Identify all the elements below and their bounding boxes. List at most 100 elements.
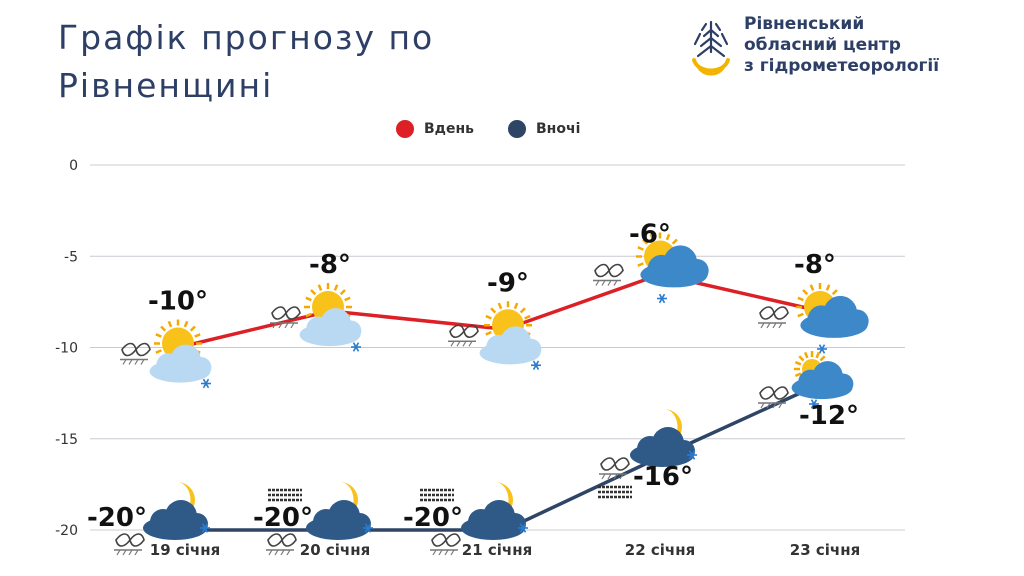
wind-loop bbox=[431, 533, 461, 547]
sun-ray bbox=[167, 320, 173, 328]
wind-tick bbox=[766, 402, 771, 409]
wind-tick bbox=[134, 549, 139, 556]
wind-tick bbox=[607, 473, 612, 480]
y-tick-label: -20 bbox=[55, 523, 78, 539]
cloud-shape bbox=[306, 500, 371, 540]
sun-ray bbox=[310, 289, 317, 296]
cloud-part bbox=[504, 513, 526, 535]
sun-ray bbox=[794, 372, 802, 378]
wind-tick bbox=[772, 402, 777, 409]
wind-tick bbox=[760, 322, 765, 329]
day-temperature-label: -6° bbox=[629, 220, 671, 250]
snowflake-arm bbox=[364, 523, 372, 533]
wind-tick bbox=[134, 359, 139, 365]
org-line-1: Рівненський bbox=[744, 14, 865, 34]
wind-icon bbox=[758, 306, 789, 329]
wind-loop bbox=[600, 457, 630, 471]
sun-ray bbox=[333, 284, 339, 291]
cloud-part bbox=[520, 338, 542, 360]
wind-tick bbox=[772, 322, 777, 329]
cloud-part bbox=[340, 320, 362, 342]
wind-loop bbox=[121, 342, 151, 357]
wind-tick bbox=[128, 359, 133, 365]
wind-tick bbox=[450, 549, 455, 556]
x-tick-label: 21 січня bbox=[462, 541, 532, 559]
wind-tick bbox=[122, 359, 127, 365]
wind-tick bbox=[278, 322, 283, 329]
snowflake-shape bbox=[518, 523, 528, 533]
wind-tick bbox=[444, 549, 449, 556]
cloud-part bbox=[832, 373, 854, 395]
sun-ray bbox=[637, 246, 644, 251]
sun-ray bbox=[825, 284, 831, 291]
sun-cloud-snow-icon bbox=[479, 301, 542, 370]
wind-tick bbox=[619, 473, 624, 480]
cloud-shape bbox=[479, 326, 542, 365]
cloud-shape bbox=[143, 500, 208, 540]
moon-cloud-snow-icon bbox=[461, 482, 528, 540]
snowflake-shape bbox=[687, 450, 697, 460]
cloud-part bbox=[685, 259, 709, 283]
sun-ray bbox=[160, 325, 167, 332]
x-tick-label: 23 січня bbox=[790, 541, 860, 559]
sun-ray bbox=[797, 296, 804, 302]
wind-tick bbox=[116, 549, 121, 556]
snowflake-arm bbox=[532, 360, 540, 370]
wind-tick bbox=[613, 280, 618, 286]
page-title: Графік прогнозу по Рівненщині bbox=[58, 14, 434, 110]
wind-tick bbox=[286, 549, 291, 556]
cloud-shape bbox=[640, 245, 709, 288]
sun-ray bbox=[513, 302, 519, 310]
cloud-part bbox=[186, 513, 208, 535]
snowflake-shape bbox=[351, 342, 361, 352]
org-line-2: обласний центр bbox=[744, 35, 901, 55]
day-temperature-label: -8° bbox=[309, 250, 351, 280]
cloud-shape bbox=[149, 344, 212, 383]
wind-icon bbox=[266, 533, 297, 556]
sun-cloud-snow-icon bbox=[636, 232, 709, 304]
wind-tick bbox=[450, 340, 455, 347]
wind-tick bbox=[760, 402, 765, 409]
snowflake-shape bbox=[657, 293, 667, 304]
snowflake-shape bbox=[809, 399, 819, 409]
night-temperature-label: -20° bbox=[87, 503, 147, 533]
sun-ray bbox=[339, 289, 346, 296]
night-temperature-label: -16° bbox=[633, 462, 693, 492]
x-tick-label: 20 січня bbox=[300, 541, 370, 559]
wind-icon bbox=[758, 386, 789, 409]
wind-tick bbox=[613, 473, 618, 480]
wind-icon bbox=[270, 306, 301, 329]
sun-ray bbox=[490, 307, 497, 314]
cloud-part bbox=[673, 440, 695, 462]
sun-ray bbox=[803, 351, 809, 359]
y-tick-label: -5 bbox=[64, 249, 78, 265]
wind-loop bbox=[267, 533, 297, 547]
sun-cloud-snow-icon bbox=[791, 351, 854, 409]
sun-ray bbox=[819, 355, 826, 362]
sun-ray bbox=[642, 238, 649, 245]
snowflake-arm bbox=[658, 293, 666, 304]
cloud-shape bbox=[630, 427, 695, 467]
legend-swatch-night bbox=[508, 120, 526, 138]
sun-ray bbox=[317, 284, 323, 291]
sun-ray bbox=[794, 360, 802, 366]
cloud-shape bbox=[791, 361, 854, 400]
wind-loop bbox=[449, 324, 479, 339]
cloud-part bbox=[845, 309, 869, 333]
sun-ray bbox=[798, 355, 805, 362]
sun-ray bbox=[485, 330, 492, 336]
fog-icon bbox=[420, 488, 454, 502]
wind-tick bbox=[462, 340, 467, 347]
fog-icon bbox=[268, 488, 302, 502]
sun-ray bbox=[809, 284, 815, 291]
wind-loop bbox=[271, 306, 301, 320]
x-tick-label: 22 січня bbox=[625, 541, 695, 559]
wind-loop bbox=[759, 386, 789, 400]
chart-legend: Вдень Вночі bbox=[396, 120, 614, 138]
wind-icon bbox=[448, 324, 479, 347]
wind-tick bbox=[432, 549, 437, 556]
wind-icon bbox=[593, 263, 624, 286]
x-tick-label: 19 січня bbox=[150, 541, 220, 559]
day-temperature-label: -9° bbox=[487, 268, 529, 298]
wind-icon bbox=[430, 533, 461, 556]
